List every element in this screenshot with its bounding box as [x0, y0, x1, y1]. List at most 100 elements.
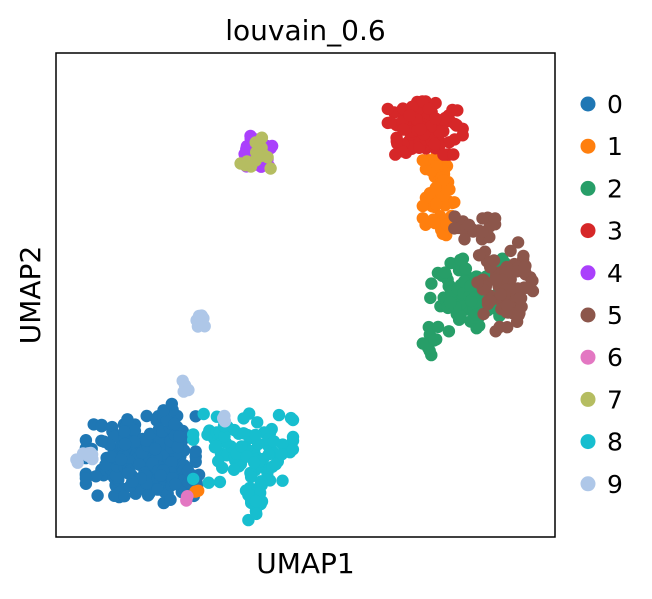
point-cluster-5 — [476, 225, 489, 238]
point-cluster-5 — [500, 299, 514, 312]
point-cluster-9 — [76, 447, 90, 460]
point-cluster-5 — [471, 276, 484, 289]
point-cluster-3 — [389, 148, 402, 161]
point-cluster-0 — [165, 397, 178, 411]
point-cluster-7 — [255, 131, 269, 144]
point-cluster-3 — [422, 102, 436, 115]
point-cluster-2 — [459, 262, 473, 275]
series-1 — [189, 148, 461, 498]
legend-marker-2 — [580, 180, 596, 196]
point-cluster-1 — [430, 157, 443, 171]
legend-marker-4 — [580, 265, 596, 281]
point-cluster-5 — [458, 233, 471, 246]
point-cluster-5 — [489, 273, 503, 287]
series-9 — [70, 309, 232, 469]
point-cluster-9 — [85, 448, 99, 461]
point-cluster-5 — [487, 254, 501, 267]
legend-marker-9 — [580, 476, 596, 492]
point-cluster-8 — [237, 427, 250, 440]
legend-label-2: 2 — [607, 174, 623, 203]
point-cluster-2 — [428, 333, 441, 346]
point-cluster-0 — [104, 450, 118, 463]
legend-marker-5 — [580, 307, 596, 323]
point-cluster-1 — [416, 212, 429, 225]
point-cluster-8 — [202, 476, 215, 489]
point-cluster-8 — [218, 430, 231, 443]
point-cluster-8 — [209, 439, 223, 453]
point-cluster-0 — [151, 483, 164, 496]
points-layer — [70, 95, 540, 527]
point-cluster-0 — [141, 489, 155, 502]
legend-marker-6 — [580, 349, 596, 365]
point-cluster-1 — [430, 198, 443, 211]
series-5 — [448, 210, 540, 338]
point-cluster-6 — [180, 494, 193, 507]
point-cluster-8 — [250, 507, 263, 521]
legend-marker-1 — [580, 138, 596, 154]
point-cluster-3 — [450, 118, 463, 132]
point-cluster-8 — [276, 474, 289, 487]
point-cluster-0 — [128, 435, 141, 448]
point-cluster-3 — [413, 141, 426, 154]
point-cluster-0 — [165, 456, 178, 469]
point-cluster-8 — [244, 470, 258, 484]
legend-marker-8 — [580, 434, 596, 450]
point-cluster-9 — [71, 456, 84, 469]
point-cluster-2 — [444, 296, 457, 309]
point-cluster-0 — [189, 445, 202, 458]
point-cluster-0 — [95, 434, 108, 447]
point-cluster-2 — [416, 337, 429, 350]
legend-label-9: 9 — [607, 470, 623, 499]
point-cluster-8 — [286, 443, 300, 456]
point-cluster-5 — [504, 244, 517, 258]
point-cluster-3 — [447, 148, 460, 161]
point-cluster-0 — [95, 420, 108, 433]
point-cluster-5 — [494, 288, 507, 301]
point-cluster-2 — [424, 291, 437, 305]
point-cluster-1 — [416, 154, 429, 167]
point-cluster-5 — [520, 281, 533, 294]
point-cluster-5 — [448, 210, 461, 223]
point-cluster-3 — [403, 109, 416, 122]
series-6 — [180, 490, 194, 507]
point-cluster-5 — [462, 218, 476, 232]
point-cluster-5 — [510, 315, 524, 328]
series-8 — [187, 407, 300, 527]
point-cluster-1 — [437, 174, 450, 187]
legend-label-1: 1 — [607, 132, 623, 161]
point-cluster-7 — [264, 162, 277, 175]
point-cluster-1 — [192, 484, 205, 497]
point-cluster-3 — [381, 102, 394, 116]
point-cluster-5 — [484, 294, 497, 308]
point-cluster-0 — [148, 442, 162, 456]
point-cluster-0 — [108, 489, 121, 502]
point-cluster-3 — [456, 129, 469, 142]
point-cluster-5 — [513, 292, 526, 305]
point-cluster-3 — [414, 123, 427, 136]
point-cluster-3 — [429, 112, 442, 125]
point-cluster-2 — [431, 320, 445, 334]
point-cluster-9 — [182, 383, 195, 397]
point-cluster-0 — [121, 413, 134, 426]
point-cluster-2 — [425, 277, 438, 290]
point-cluster-8 — [227, 463, 241, 476]
point-cluster-3 — [451, 104, 464, 117]
point-cluster-0 — [79, 472, 93, 485]
point-cluster-0 — [91, 489, 104, 502]
point-cluster-0 — [79, 434, 93, 447]
point-cluster-2 — [438, 266, 452, 279]
y-axis-label: UMAP2 — [14, 246, 47, 345]
point-cluster-8 — [237, 412, 250, 425]
point-cluster-5 — [517, 249, 530, 263]
point-cluster-8 — [275, 448, 288, 461]
point-cluster-2 — [442, 325, 456, 338]
point-cluster-8 — [197, 407, 210, 421]
point-cluster-1 — [416, 199, 429, 213]
point-cluster-3 — [437, 148, 450, 161]
point-cluster-8 — [213, 475, 227, 489]
legend-marker-7 — [580, 391, 596, 407]
point-cluster-2 — [444, 256, 457, 270]
legend-marker-0 — [580, 96, 596, 112]
